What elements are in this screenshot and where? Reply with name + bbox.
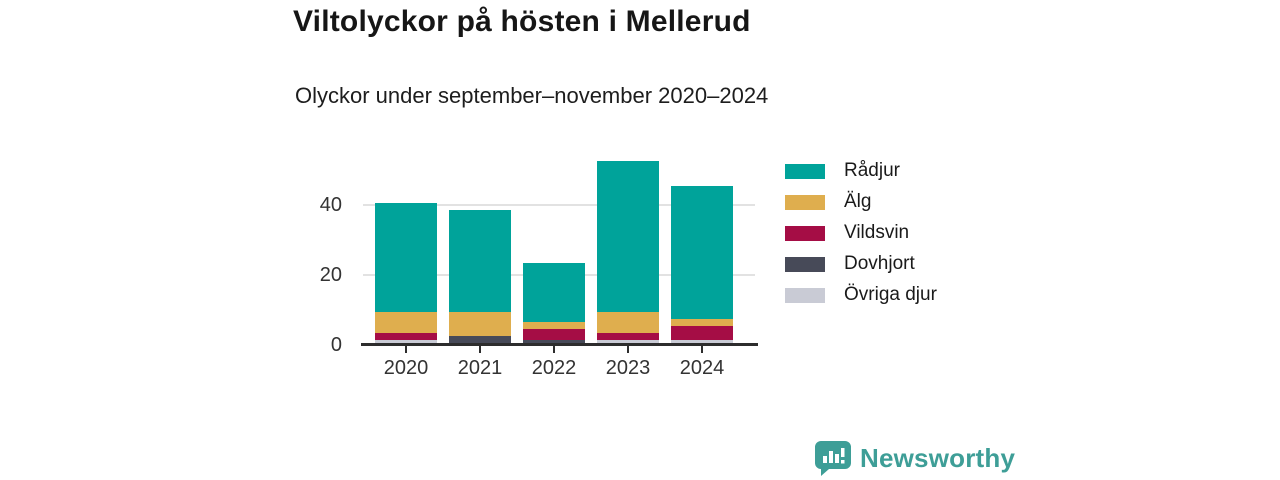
plot-area: 2020 2021 2022 2023 2024: [361, 149, 758, 379]
y-tick-label: 40: [319, 194, 342, 216]
bar-segment-Älg: [523, 322, 585, 329]
y-tick-label: 0: [330, 334, 342, 356]
legend-swatch: [785, 225, 825, 241]
y-tick-label: 20: [319, 264, 342, 286]
y-axis-labels: 0 20 40: [290, 149, 350, 356]
x-tick-label: 2024: [679, 357, 725, 379]
legend-item: Dovhjort: [785, 253, 937, 275]
bar-segment-Övriga djur: [671, 339, 733, 343]
bar-segment-Rådjur: [523, 262, 585, 322]
brand-name: Newsworthy: [860, 443, 1016, 473]
bar-segment-Rådjur: [597, 161, 659, 312]
x-tick-label: 2020: [383, 357, 429, 379]
bar-segment-Vildsvin: [375, 332, 437, 340]
legend-swatch: [785, 163, 825, 179]
brand-logo: Newsworthy: [815, 441, 1015, 476]
chart-subtitle: Olyckor under september–november 2020–20…: [295, 83, 769, 108]
bar-2022: [523, 262, 585, 343]
legend-swatch: [785, 256, 825, 272]
legend-label: Dovhjort: [844, 253, 915, 274]
newsworthy-icon: [815, 441, 851, 476]
x-tick-label: 2023: [605, 357, 651, 379]
bar-segment-Vildsvin: [523, 329, 585, 340]
bar-segment-Rådjur: [449, 210, 511, 312]
chart-title: Viltolyckor på hösten i Mellerud: [293, 5, 751, 38]
gridline: [363, 204, 755, 206]
bar-segment-Älg: [375, 311, 437, 333]
bar-segment-Övriga djur: [597, 339, 659, 343]
bar-segment-Vildsvin: [597, 332, 659, 340]
bar-segment-Dovhjort: [449, 336, 511, 343]
legend-item: Rådjur: [785, 160, 937, 182]
x-tick: [627, 346, 629, 353]
bar-segment-Övriga djur: [375, 339, 437, 343]
legend-label: Övriga djur: [844, 284, 937, 305]
bar-segment-Rådjur: [671, 185, 733, 319]
x-axis-line: [361, 343, 758, 346]
legend-item: Vildsvin: [785, 222, 937, 244]
bar-segment-Älg: [597, 311, 659, 333]
legend-label: Vildsvin: [844, 222, 910, 243]
bar-segment-Dovhjort: [523, 339, 585, 343]
bar-2020: [375, 203, 437, 343]
x-tick: [479, 346, 481, 353]
legend: Rådjur Älg Vildsvin Dovhjort Övriga djur: [785, 160, 937, 315]
legend-item: Älg: [785, 191, 937, 213]
bar-segment-Älg: [449, 311, 511, 336]
legend-swatch: [785, 287, 825, 303]
bar-segment-Rådjur: [375, 203, 437, 312]
legend-label: Rådjur: [844, 160, 900, 181]
bar-2021: [449, 210, 511, 343]
x-tick-label: 2021: [457, 357, 503, 379]
x-tick: [405, 346, 407, 353]
bar-2023: [597, 161, 659, 343]
bar-segment-Vildsvin: [671, 325, 733, 340]
x-tick: [553, 346, 555, 353]
x-tick: [701, 346, 703, 353]
legend-swatch: [785, 194, 825, 210]
bar-segment-Älg: [671, 318, 733, 326]
legend-item: Övriga djur: [785, 284, 937, 306]
x-tick-label: 2022: [531, 357, 577, 379]
legend-label: Älg: [844, 191, 872, 212]
bar-2024: [671, 185, 733, 343]
